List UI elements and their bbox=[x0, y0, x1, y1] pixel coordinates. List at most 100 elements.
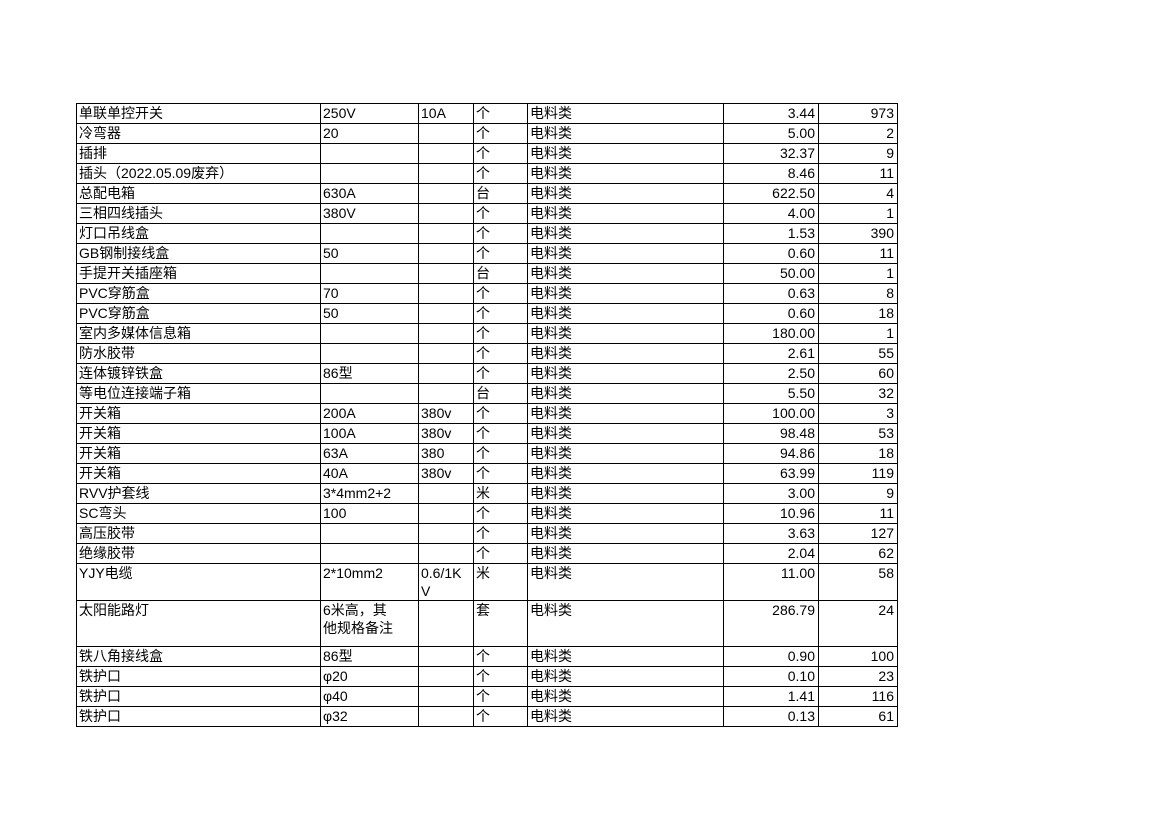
cell-price[interactable]: 98.48 bbox=[723, 423, 819, 444]
cell-price[interactable]: 50.00 bbox=[723, 263, 819, 284]
cell-rating[interactable] bbox=[418, 543, 474, 564]
cell-name[interactable]: GB钢制接线盒 bbox=[76, 243, 321, 264]
cell-spec[interactable] bbox=[320, 143, 419, 164]
cell-name[interactable]: YJY电缆 bbox=[76, 563, 321, 601]
cell-spec[interactable] bbox=[320, 523, 419, 544]
cell-rating[interactable] bbox=[418, 600, 474, 647]
cell-unit[interactable]: 个 bbox=[473, 503, 528, 524]
cell-quantity[interactable]: 1 bbox=[818, 203, 898, 224]
cell-unit[interactable]: 个 bbox=[473, 343, 528, 364]
cell-spec[interactable]: 380V bbox=[320, 203, 419, 224]
cell-quantity[interactable]: 116 bbox=[818, 686, 898, 707]
cell-name[interactable]: 冷弯器 bbox=[76, 123, 321, 144]
cell-name[interactable]: 防水胶带 bbox=[76, 343, 321, 364]
cell-name[interactable]: 铁护口 bbox=[76, 666, 321, 687]
cell-spec[interactable] bbox=[320, 223, 419, 244]
cell-price[interactable]: 3.63 bbox=[723, 523, 819, 544]
cell-quantity[interactable]: 119 bbox=[818, 463, 898, 484]
cell-rating[interactable] bbox=[418, 223, 474, 244]
cell-category[interactable]: 电料类 bbox=[527, 503, 724, 524]
cell-quantity[interactable]: 2 bbox=[818, 123, 898, 144]
cell-name[interactable]: 手提开关插座箱 bbox=[76, 263, 321, 284]
cell-category[interactable]: 电料类 bbox=[527, 383, 724, 404]
cell-category[interactable]: 电料类 bbox=[527, 123, 724, 144]
cell-price[interactable]: 100.00 bbox=[723, 403, 819, 424]
cell-unit[interactable]: 台 bbox=[473, 383, 528, 404]
cell-spec[interactable]: 2*10mm2 bbox=[320, 563, 419, 601]
cell-name[interactable]: 铁护口 bbox=[76, 706, 321, 727]
cell-name[interactable]: 太阳能路灯 bbox=[76, 600, 321, 647]
cell-unit[interactable]: 个 bbox=[473, 223, 528, 244]
cell-rating[interactable] bbox=[418, 323, 474, 344]
cell-unit[interactable]: 个 bbox=[473, 646, 528, 667]
cell-quantity[interactable]: 127 bbox=[818, 523, 898, 544]
cell-spec[interactable] bbox=[320, 263, 419, 284]
cell-quantity[interactable]: 9 bbox=[818, 143, 898, 164]
cell-price[interactable]: 0.60 bbox=[723, 243, 819, 264]
cell-price[interactable]: 5.50 bbox=[723, 383, 819, 404]
cell-rating[interactable] bbox=[418, 706, 474, 727]
cell-price[interactable]: 8.46 bbox=[723, 163, 819, 184]
cell-unit[interactable]: 个 bbox=[473, 706, 528, 727]
cell-category[interactable]: 电料类 bbox=[527, 600, 724, 647]
cell-category[interactable]: 电料类 bbox=[527, 523, 724, 544]
cell-unit[interactable]: 个 bbox=[473, 523, 528, 544]
cell-rating[interactable] bbox=[418, 303, 474, 324]
cell-spec[interactable]: 250V bbox=[320, 103, 419, 124]
cell-rating[interactable]: 380v bbox=[418, 423, 474, 444]
cell-name[interactable]: 等电位连接端子箱 bbox=[76, 383, 321, 404]
cell-unit[interactable]: 个 bbox=[473, 363, 528, 384]
cell-rating[interactable] bbox=[418, 163, 474, 184]
cell-unit[interactable]: 套 bbox=[473, 600, 528, 647]
cell-unit[interactable]: 个 bbox=[473, 243, 528, 264]
cell-category[interactable]: 电料类 bbox=[527, 203, 724, 224]
cell-quantity[interactable]: 4 bbox=[818, 183, 898, 204]
cell-rating[interactable] bbox=[418, 263, 474, 284]
cell-category[interactable]: 电料类 bbox=[527, 543, 724, 564]
cell-price[interactable]: 0.60 bbox=[723, 303, 819, 324]
cell-spec[interactable]: 40A bbox=[320, 463, 419, 484]
cell-quantity[interactable]: 18 bbox=[818, 303, 898, 324]
cell-price[interactable]: 180.00 bbox=[723, 323, 819, 344]
cell-name[interactable]: 单联单控开关 bbox=[76, 103, 321, 124]
cell-quantity[interactable]: 53 bbox=[818, 423, 898, 444]
cell-spec[interactable]: 100 bbox=[320, 503, 419, 524]
cell-price[interactable]: 1.53 bbox=[723, 223, 819, 244]
cell-name[interactable]: 绝缘胶带 bbox=[76, 543, 321, 564]
cell-spec[interactable]: 70 bbox=[320, 283, 419, 304]
cell-category[interactable]: 电料类 bbox=[527, 143, 724, 164]
cell-category[interactable]: 电料类 bbox=[527, 363, 724, 384]
cell-category[interactable]: 电料类 bbox=[527, 323, 724, 344]
cell-unit[interactable]: 个 bbox=[473, 203, 528, 224]
cell-price[interactable]: 11.00 bbox=[723, 563, 819, 601]
cell-quantity[interactable]: 390 bbox=[818, 223, 898, 244]
cell-unit[interactable]: 米 bbox=[473, 563, 528, 601]
cell-rating[interactable] bbox=[418, 383, 474, 404]
cell-name[interactable]: 铁八角接线盒 bbox=[76, 646, 321, 667]
cell-quantity[interactable]: 24 bbox=[818, 600, 898, 647]
cell-unit[interactable]: 个 bbox=[473, 666, 528, 687]
cell-quantity[interactable]: 32 bbox=[818, 383, 898, 404]
cell-category[interactable]: 电料类 bbox=[527, 646, 724, 667]
cell-spec[interactable]: 20 bbox=[320, 123, 419, 144]
cell-category[interactable]: 电料类 bbox=[527, 183, 724, 204]
cell-name[interactable]: 铁护口 bbox=[76, 686, 321, 707]
cell-unit[interactable]: 个 bbox=[473, 103, 528, 124]
cell-rating[interactable] bbox=[418, 143, 474, 164]
cell-rating[interactable] bbox=[418, 666, 474, 687]
cell-category[interactable]: 电料类 bbox=[527, 343, 724, 364]
cell-rating[interactable]: 380v bbox=[418, 403, 474, 424]
cell-quantity[interactable]: 1 bbox=[818, 323, 898, 344]
cell-rating[interactable] bbox=[418, 363, 474, 384]
cell-rating[interactable] bbox=[418, 523, 474, 544]
cell-price[interactable]: 1.41 bbox=[723, 686, 819, 707]
cell-quantity[interactable]: 11 bbox=[818, 503, 898, 524]
cell-category[interactable]: 电料类 bbox=[527, 103, 724, 124]
cell-unit[interactable]: 台 bbox=[473, 183, 528, 204]
cell-unit[interactable]: 个 bbox=[473, 283, 528, 304]
cell-rating[interactable] bbox=[418, 243, 474, 264]
cell-rating[interactable] bbox=[418, 686, 474, 707]
cell-price[interactable]: 0.63 bbox=[723, 283, 819, 304]
cell-quantity[interactable]: 55 bbox=[818, 343, 898, 364]
cell-name[interactable]: SC弯头 bbox=[76, 503, 321, 524]
